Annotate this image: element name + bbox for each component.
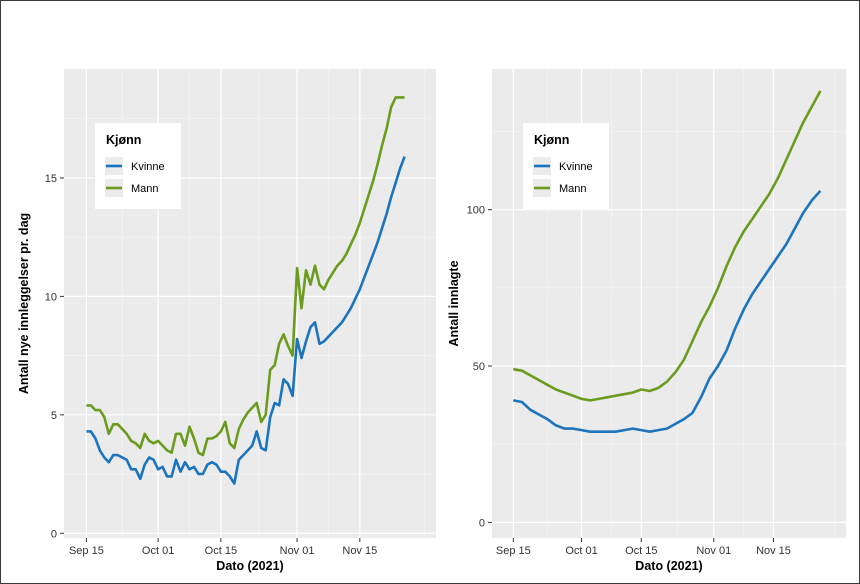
panel-1: 0 5 10 15 Sep 15 Oct 01 Oct 15 Nov 01 Nov 15 Dato… [17, 69, 436, 573]
series-line-mann [513, 90, 822, 402]
x-axis-title: Dato (2021) [216, 559, 283, 573]
x-tick-label: Nov 15 [342, 545, 377, 557]
x-tick-label: Oct 01 [142, 545, 174, 557]
y-tick-label: 50 [473, 361, 485, 373]
y-tick-label: 100 [467, 205, 485, 217]
y-tick-label: 10 [45, 291, 57, 303]
x-tick-label: Oct 15 [205, 545, 237, 557]
x-tick-label: Nov 01 [280, 545, 315, 557]
x-tick-label: Sep 15 [496, 545, 531, 557]
legend-label-kvinne: Kvinne [559, 161, 593, 173]
legend-label-mann: Mann [131, 183, 159, 195]
legend-title: Kjønn [534, 133, 569, 147]
series-line-kvinne [513, 190, 822, 433]
series-line-kvinne [86, 156, 406, 485]
y-tick-label: 15 [45, 173, 57, 185]
x-tick-label: Nov 01 [696, 545, 731, 557]
y-axis-title: Antall nye innleggelser pr. dag [17, 213, 31, 394]
x-tick-label: Oct 15 [625, 545, 657, 557]
y-axis-title: Antall innlagte [447, 260, 461, 346]
panel-2: 0 50 100 Sep 15 Oct 01 Oct 15 Nov 01 Nov 15 Dato… [447, 69, 846, 573]
legend: Kjønn Kvinne Mann [523, 123, 609, 209]
legend-label-mann: Mann [559, 183, 587, 195]
x-tick-label: Sep 15 [69, 545, 104, 557]
legend-title: Kjønn [106, 133, 141, 147]
y-tick-label: 5 [51, 410, 57, 422]
y-tick-label: 0 [479, 517, 485, 529]
y-tick-label: 0 [51, 528, 57, 540]
x-axis-title: Dato (2021) [635, 559, 702, 573]
x-tick-label: Nov 15 [756, 545, 791, 557]
x-tick-label: Oct 01 [565, 545, 597, 557]
legend: Kjønn Kvinne Mann [95, 123, 181, 209]
series-line-mann [86, 96, 405, 457]
legend-label-kvinne: Kvinne [131, 161, 165, 173]
